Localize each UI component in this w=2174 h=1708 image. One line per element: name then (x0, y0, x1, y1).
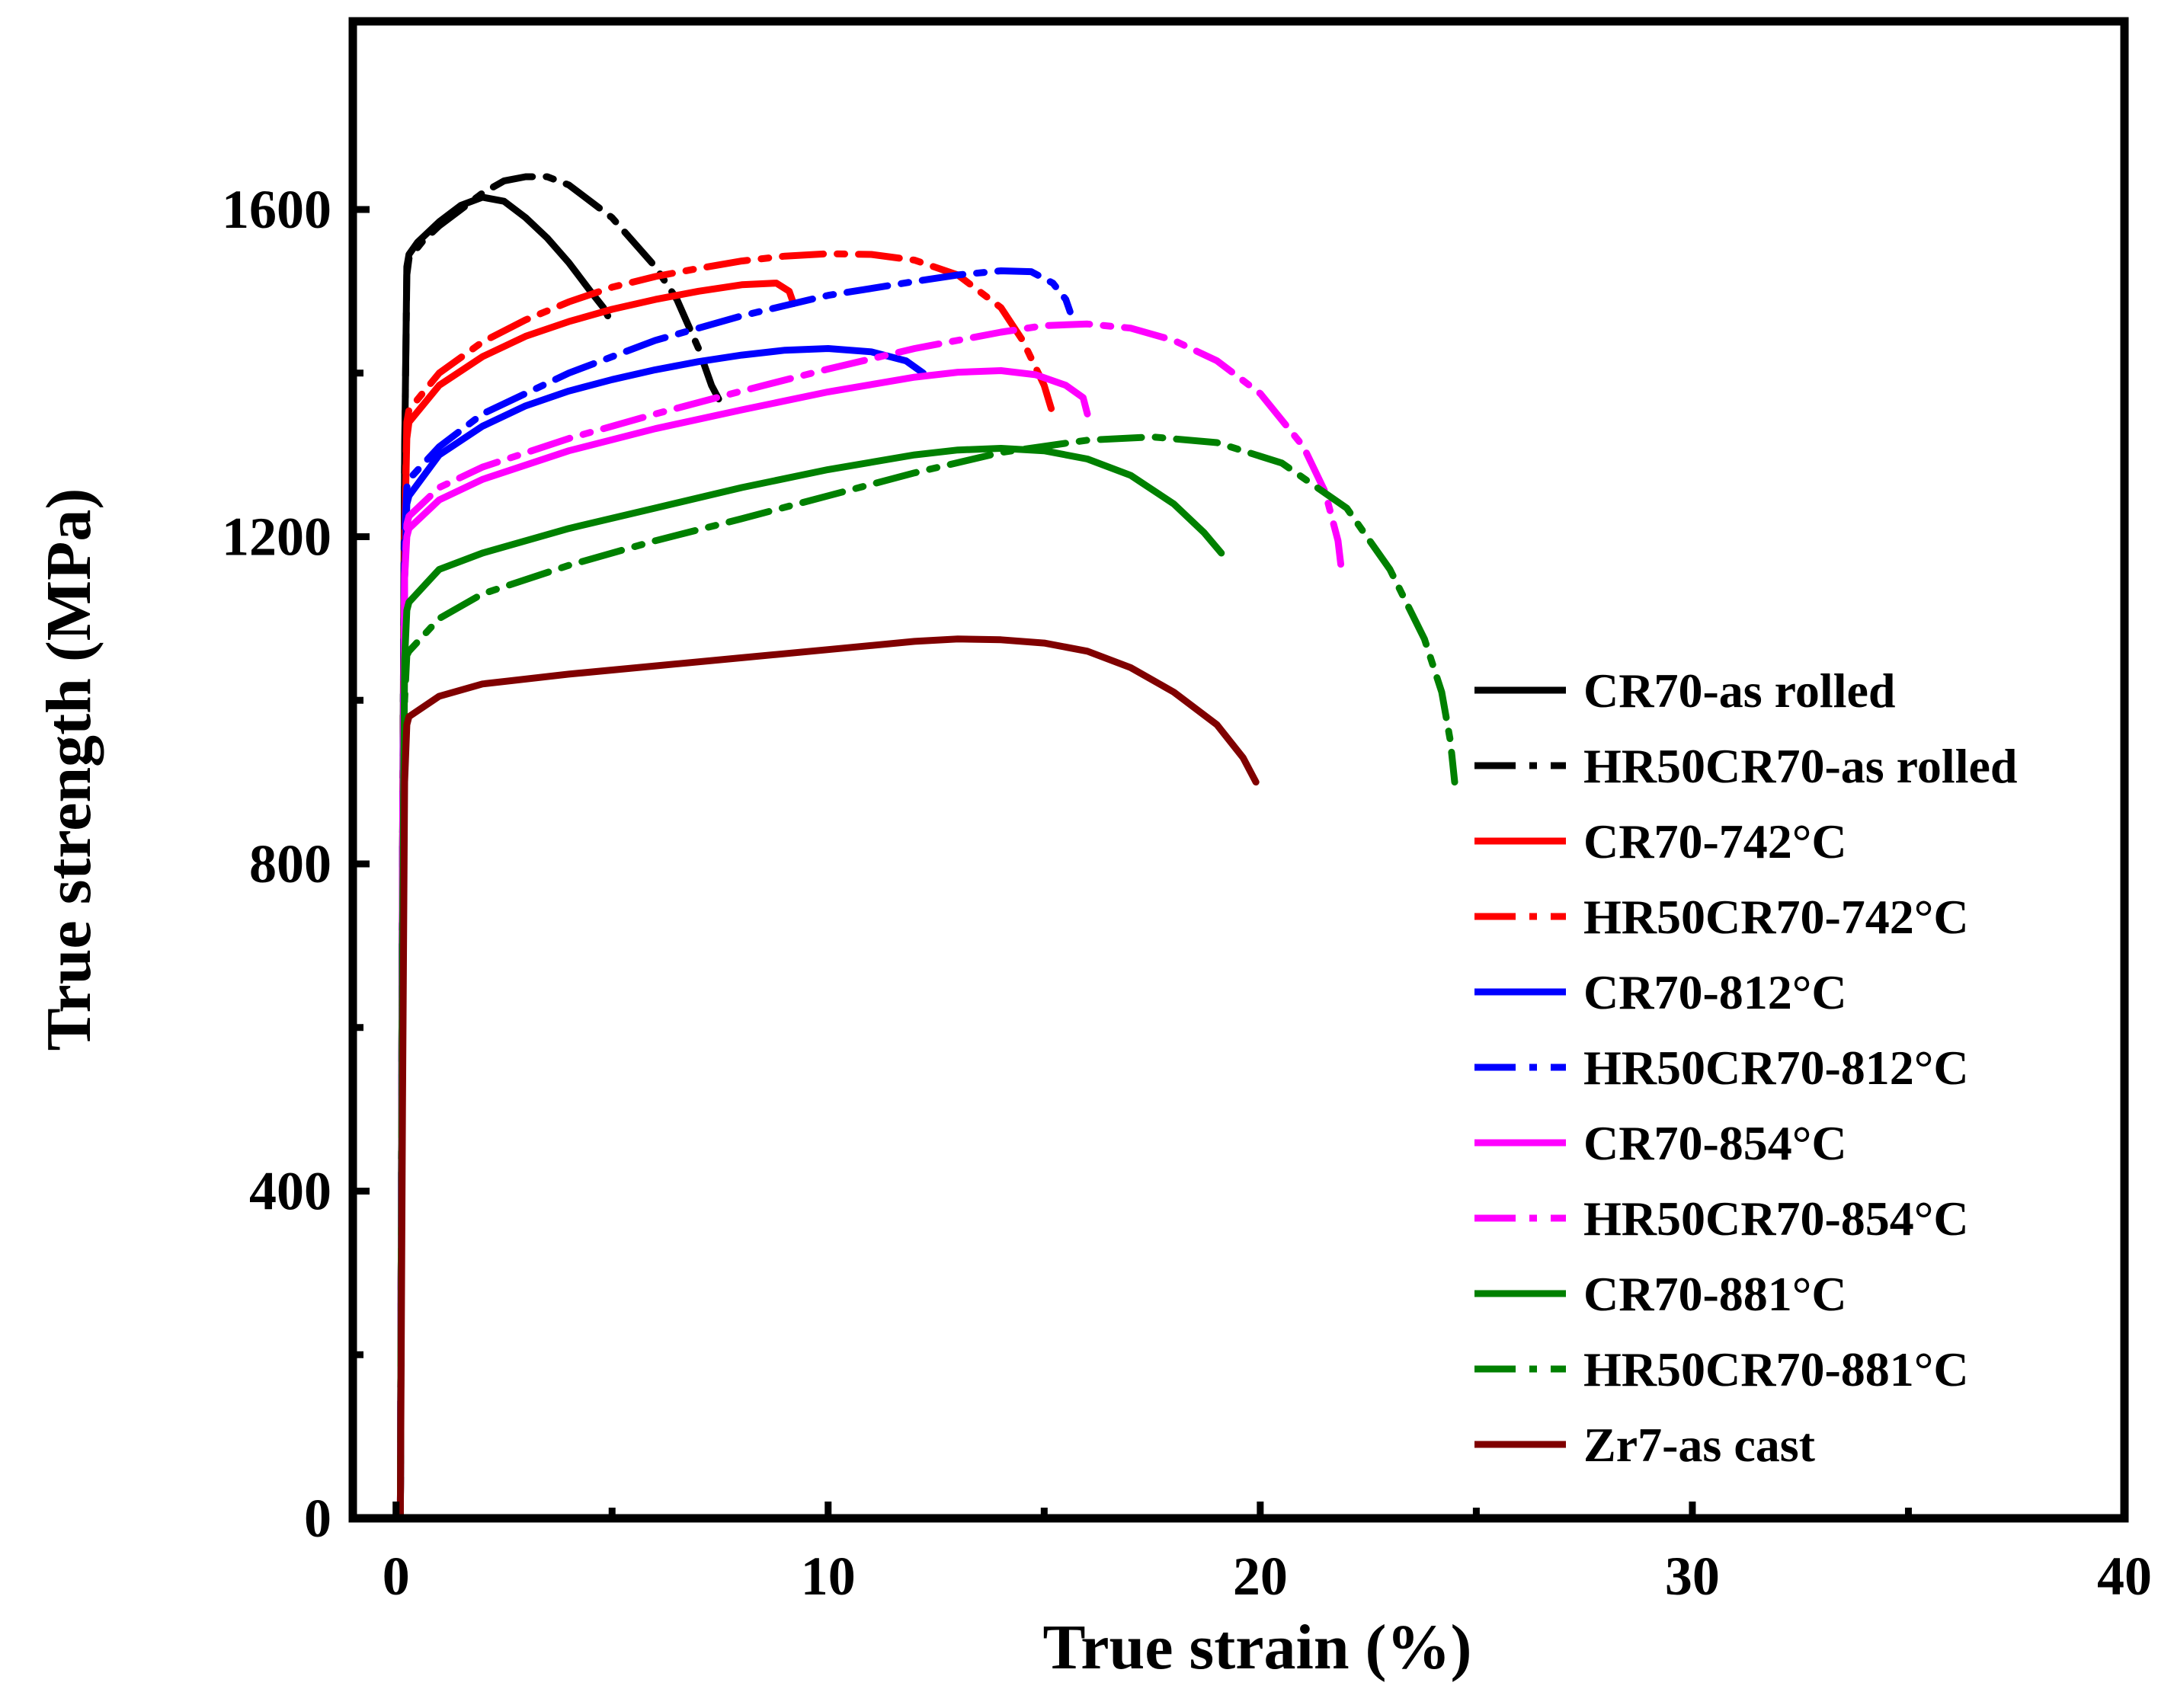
series-line-7 (396, 320, 1346, 1522)
legend-label-0: CR70-as rolled (1583, 664, 1895, 718)
legend-label-5: HR50CR70-812°C (1583, 1041, 1969, 1095)
legend-label-2: CR70-742°C (1583, 814, 1847, 868)
y-tick-label: 0 (304, 1488, 331, 1549)
series-line-9 (396, 433, 1458, 1522)
y-tick-label: 400 (249, 1160, 331, 1221)
legend: CR70-as rolled HR50CR70-as rolled CR70-742… (1474, 664, 2017, 1472)
legend-label-7: HR50CR70-854°C (1583, 1191, 1969, 1246)
series-line-4 (396, 345, 927, 1522)
legend-label-4: CR70-812°C (1583, 965, 1847, 1019)
series-line-3 (396, 250, 1057, 1522)
x-tick-label: 30 (1665, 1546, 1720, 1607)
series-layer (396, 173, 1458, 1522)
y-tick-label: 800 (249, 833, 331, 894)
legend-label-8: CR70-881°C (1583, 1267, 1847, 1321)
plot-frame (348, 17, 2129, 1523)
legend-label-10: Zr7-as cast (1583, 1418, 1816, 1472)
legend-label-1: HR50CR70-as rolled (1583, 739, 2017, 793)
x-tick-label: 20 (1233, 1546, 1288, 1607)
series-line-2 (396, 280, 797, 1522)
series-line-6 (396, 367, 1091, 1522)
x-axis-label: True strain (%) (1042, 1612, 1471, 1683)
x-tick-label: 0 (383, 1546, 410, 1607)
y-tick-label: 1600 (222, 179, 331, 240)
series-line-10 (396, 635, 1260, 1522)
legend-label-3: HR50CR70-742°C (1583, 890, 1969, 944)
y-axis-label: True strength (MPa) (34, 488, 104, 1051)
series-line-1 (396, 173, 724, 1522)
series-line-8 (396, 445, 1225, 1522)
x-tick-label: 40 (2097, 1546, 2152, 1607)
x-tick-label: 10 (801, 1546, 856, 1607)
legend-label-9: HR50CR70-881°C (1583, 1342, 1969, 1396)
series-line-5 (396, 267, 1074, 1522)
legend-label-6: CR70-854°C (1583, 1116, 1847, 1170)
y-tick-label: 1200 (222, 506, 331, 567)
